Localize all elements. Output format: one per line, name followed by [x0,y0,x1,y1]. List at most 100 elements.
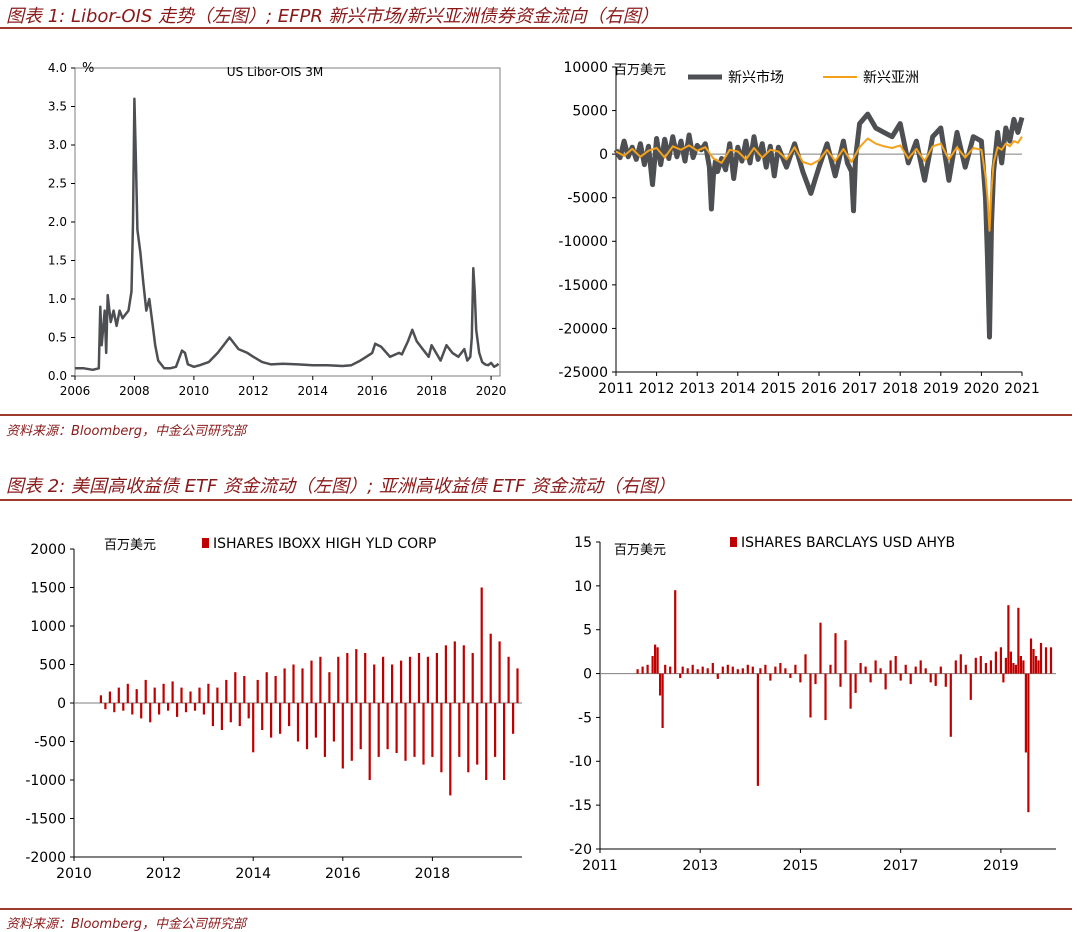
bar [104,703,107,710]
bar [829,664,832,674]
x-tick-label: 2010 [56,866,92,882]
bar [696,669,699,674]
bar [373,664,376,703]
y-tick-label: -5 [578,710,592,726]
bar [674,590,677,674]
x-tick-label: 2015 [783,858,819,874]
bar [799,673,802,683]
bar [323,703,326,757]
bar [140,703,143,719]
y-tick-label: -2000 [25,850,66,866]
figure1-top-rule [0,27,1072,29]
bar [377,703,380,757]
bar [711,663,714,674]
x-tick-label: 2012 [238,384,269,398]
bar [859,663,862,674]
bar [341,703,344,769]
bar [979,656,982,674]
y-tick-label: 15 [574,535,592,551]
y-tick-label: 2.0 [48,215,67,229]
y-axis-label: % [82,61,94,76]
bar [117,687,120,703]
y-tick-label: 3.0 [48,138,67,152]
bar [485,703,488,780]
bar [292,664,295,703]
y-tick-label: -1500 [25,811,66,827]
y-axis-label: 百万美元 [614,63,666,78]
bar [122,703,125,711]
bar [171,681,174,703]
bar [874,660,877,674]
bar [238,703,241,727]
bar [999,647,1002,674]
bar [839,673,842,687]
bar [794,664,797,674]
bar [1029,638,1033,674]
bar [1027,673,1030,813]
bar [1037,660,1040,674]
bar [1022,660,1025,674]
bar [167,703,170,711]
y-tick-label: 10 [574,579,592,595]
y-tick-label: -1000 [25,773,66,789]
bar [413,703,416,757]
bar [319,656,322,703]
bar [453,641,456,703]
hyg-etf-flows-chart: -2000 -1500 -1000 -500 0 500 1000 1500 2000 2010 2… [25,536,522,882]
bar [211,703,214,727]
x-tick-label: 2019 [983,858,1019,874]
y-axis-label: 百万美元 [614,543,666,558]
x-tick-label: 2014 [235,866,271,882]
bar [108,691,111,703]
y-tick-label: 1.0 [48,292,67,306]
bar [789,673,792,678]
y-tick-label: -10000 [558,234,608,250]
bar [774,666,777,674]
bar [1019,656,1022,674]
bar [503,703,506,780]
bar [328,672,331,703]
bar [661,673,664,728]
bar [220,703,223,730]
bar [959,654,962,674]
bar [350,703,353,761]
bar [731,666,734,674]
bar [189,691,192,703]
bar [784,668,787,674]
figure2-title: 图表 2: 美国高收益债 ETF 资金流动（左图）; 亚洲高收益债 ETF 资金… [6,476,676,497]
y-tick-label: 0.0 [48,369,67,383]
y-tick-label: 5000 [572,103,608,119]
bar [296,703,300,742]
bar [247,703,250,719]
bar [494,703,497,757]
y-tick-label: -15 [569,798,592,814]
bar [879,668,882,674]
bar [746,664,749,674]
bar [364,653,367,703]
y-tick-label: 4.0 [48,61,67,75]
x-tick-label: 2012 [146,866,182,882]
bar [408,656,412,703]
x-tick-label: 2014 [720,381,756,397]
bar [462,645,465,704]
bar [1007,605,1010,674]
y-tick-label: 2.5 [48,177,67,191]
bar [288,703,291,727]
bar [198,687,201,703]
bar [135,689,138,703]
bar [651,656,654,674]
y-tick-label: -500 [34,734,66,750]
x-tick-label: 2018 [415,866,451,882]
bar [507,656,510,703]
bar [1034,656,1038,674]
bar [391,664,394,703]
bar [654,644,657,674]
bar [1044,647,1048,674]
bar [113,703,116,713]
legend-label: 新兴市场 [728,69,784,86]
bar [814,673,817,685]
y-tick-label: -20 [569,842,592,858]
y-tick-label: 1.5 [48,254,67,268]
plot-frame [74,67,501,377]
x-tick-label: 2016 [325,866,361,882]
